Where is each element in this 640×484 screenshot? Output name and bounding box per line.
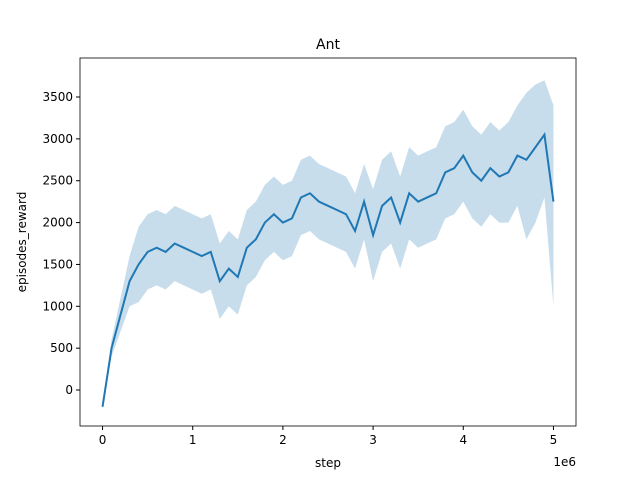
line xyxy=(101,132,555,407)
y-axis-label: episodes_reward xyxy=(15,192,29,293)
y-tick-label: 3000 xyxy=(42,132,73,146)
confidence-band xyxy=(102,80,554,410)
x-tick-label: 4 xyxy=(459,433,467,447)
y-tick-label: 1500 xyxy=(42,257,73,271)
y-tick-label: 0 xyxy=(65,383,73,397)
x-tick-label: 5 xyxy=(550,433,558,447)
x-offset-label: 1e6 xyxy=(553,455,576,469)
y-tick-label: 3500 xyxy=(42,90,73,104)
x-tick-label: 0 xyxy=(99,433,107,447)
y-tick-label: 2500 xyxy=(42,174,73,188)
plot-frame xyxy=(79,57,577,427)
y-tick-label: 1000 xyxy=(42,299,73,313)
x-tick-label: 3 xyxy=(369,433,377,447)
x-tick-label: 2 xyxy=(279,433,287,447)
x-tick-label: 1 xyxy=(189,433,197,447)
x-axis-label: step xyxy=(315,456,341,470)
chart-title: Ant xyxy=(316,37,340,53)
y-tick-label: 500 xyxy=(50,341,73,355)
y-tick-label: 2000 xyxy=(42,216,73,230)
